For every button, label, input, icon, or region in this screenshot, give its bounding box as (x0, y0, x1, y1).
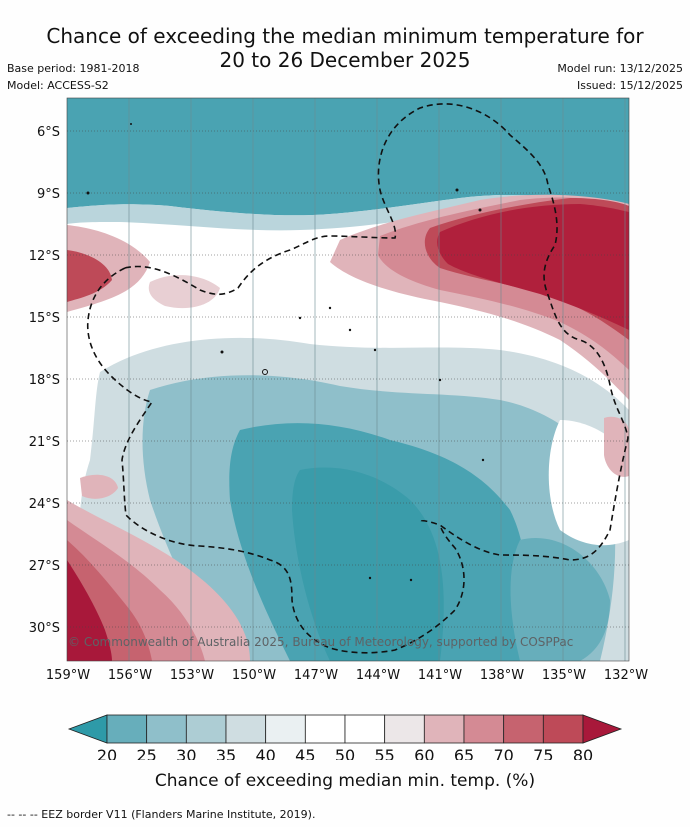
meridians (128, 98, 626, 661)
colorbar-tick-label: 45 (295, 746, 315, 760)
lat-label: 6°S (37, 125, 60, 140)
lon-label: 135°W (542, 668, 586, 683)
se-blue-patch (510, 538, 610, 661)
issued-date: Issued: 15/12/2025 (576, 79, 683, 92)
island (478, 208, 482, 212)
lon-label: 141°W (418, 668, 462, 683)
lat-label: 15°S (29, 311, 60, 326)
base-period: Base period: 1981-2018 (7, 62, 140, 75)
lat-label: 27°S (29, 559, 60, 574)
gridlines (67, 130, 629, 628)
lon-label: 147°W (294, 668, 338, 683)
colorbar-segment (384, 714, 425, 744)
island (348, 328, 352, 332)
title-line-1: Chance of exceeding the median minimum t… (46, 24, 644, 48)
colorbar-tick-label: 70 (493, 746, 513, 760)
colorbar: 20 25 30 35 40 45 50 55 60 65 70 75 80 (67, 714, 623, 760)
lon-label: 138°W (480, 668, 524, 683)
lon-label: 132°W (604, 668, 648, 683)
south-blue-deep (292, 467, 444, 661)
colorbar-tick-label: 65 (454, 746, 474, 760)
colorbar-extend-high (582, 714, 623, 744)
islands (86, 123, 485, 582)
eez-legend: -- -- -- EEZ border V11 (Flanders Marine… (7, 808, 316, 821)
colorbar-tick-label: 25 (136, 746, 156, 760)
west-pink-patch (80, 474, 118, 499)
colorbar-label: Chance of exceeding median min. temp. (%… (154, 771, 536, 791)
meta-right: Model run: 13/12/2025 Issued: 15/12/2025 (557, 60, 683, 94)
island (373, 348, 377, 352)
title-line-2: 20 to 26 December 2025 (219, 48, 471, 72)
island (438, 378, 442, 382)
colorbar-segment (463, 714, 505, 744)
colorbar-segment (423, 714, 465, 744)
colorbar-segment (106, 714, 148, 744)
island (262, 369, 268, 375)
colorbar-tick-label: 60 (414, 746, 434, 760)
island (130, 123, 132, 125)
island (409, 578, 413, 582)
colorbar-segment (225, 714, 267, 744)
meta-left: Base period: 1981-2018 Model: ACCESS-S2 (7, 60, 139, 94)
island (368, 576, 372, 580)
island (86, 191, 90, 195)
lat-label: 24°S (29, 497, 60, 512)
lat-label: 12°S (29, 249, 60, 264)
island (220, 350, 224, 354)
colorbar-tick-label: 20 (97, 746, 117, 760)
lon-label: 153°W (170, 668, 214, 683)
lat-labels: 6°S 9°S 12°S 15°S 18°S 21°S 24°S 27°S 30… (29, 125, 60, 636)
lon-label: 156°W (108, 668, 152, 683)
colorbar-segment (304, 714, 346, 744)
colorbar-tick-label: 80 (573, 746, 593, 760)
lat-label: 18°S (29, 373, 60, 388)
model-run: Model run: 13/12/2025 (557, 62, 683, 75)
central-red-patch (148, 275, 220, 309)
map-field: © Commonwealth of Australia 2025, Bureau… (67, 98, 629, 661)
lat-label: 9°S (37, 187, 60, 202)
eez-borders (86, 103, 629, 654)
lon-label: 150°W (232, 668, 276, 683)
map-frame (66, 97, 630, 662)
lon-labels: 159°W 156°W 153°W 150°W 147°W 144°W 141°… (46, 668, 648, 683)
colorbar-tick-label: 75 (533, 746, 553, 760)
chart-title: Chance of exceeding the median minimum t… (0, 24, 690, 72)
colorbar-tick-label: 55 (374, 746, 394, 760)
sw-red-core (67, 560, 112, 661)
colorbar-segment (344, 714, 386, 744)
island (481, 458, 485, 462)
eez-cook-islands (86, 267, 465, 654)
colorbar-tick-label: 35 (216, 746, 236, 760)
colorbar-segment (146, 714, 187, 744)
colorbar-tick-label: 50 (335, 746, 355, 760)
colorbar-segment (503, 714, 544, 744)
colorbar-segment (265, 714, 306, 744)
colorbar-tick-label: 30 (176, 746, 196, 760)
island (298, 316, 302, 320)
island (455, 188, 459, 192)
colorbar-segment (185, 714, 227, 744)
probability-map: © Commonwealth of Australia 2025, Bureau… (29, 97, 648, 760)
eez-french-polynesia (124, 103, 629, 561)
lon-label: 159°W (46, 668, 90, 683)
colorbar-segment (542, 714, 584, 744)
colorbar-tick-label: 40 (255, 746, 275, 760)
lon-label: 144°W (356, 668, 400, 683)
lat-label: 21°S (29, 435, 60, 450)
north-blue-band (67, 98, 629, 216)
colorbar-extend-low (67, 714, 108, 744)
lat-label: 30°S (29, 621, 60, 636)
island (328, 306, 332, 310)
copyright-notice: © Commonwealth of Australia 2025, Bureau… (68, 635, 573, 649)
west-red-core (67, 250, 112, 302)
ne-red-core (437, 204, 629, 330)
model-name: Model: ACCESS-S2 (7, 79, 109, 92)
